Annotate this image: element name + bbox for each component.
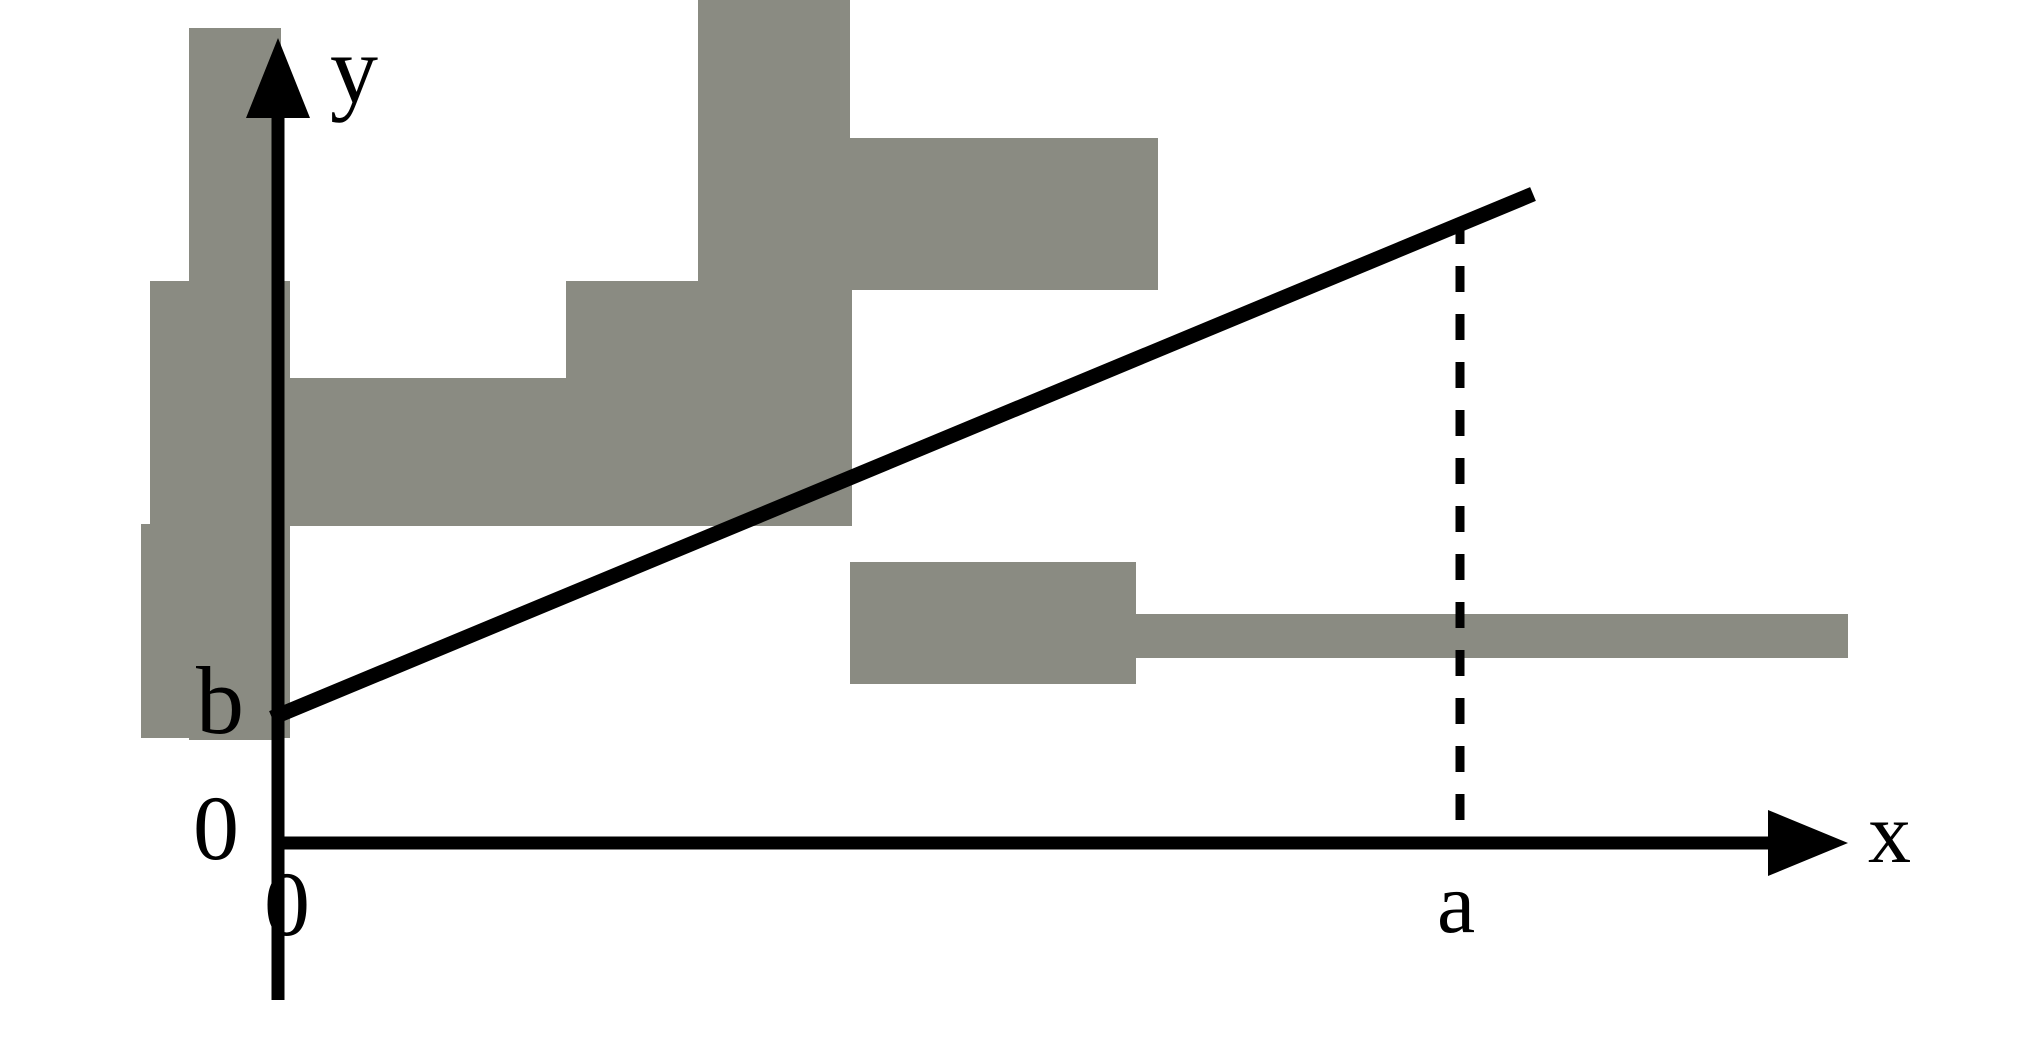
gray-block-mid-band [566,281,852,526]
gray-block-mid-center [290,378,568,526]
origin-label-left: 0 [193,777,239,879]
x-point-label: a [1437,855,1476,951]
y-axis-arrowhead [246,38,310,118]
gray-block-lower-right [850,562,1136,684]
x-axis-label: x [1868,785,1911,881]
gray-block-origin-column [141,560,281,738]
y-intercept-label: b [196,647,244,754]
gray-block-x-axis-strip [1136,614,1848,658]
y-axis-label: y [330,16,378,123]
gray-block-upper-right-wide [850,138,1158,290]
x-axis-arrowhead [1768,810,1848,876]
data-line [269,187,1536,725]
origin-label-bottom: 0 [264,853,310,955]
